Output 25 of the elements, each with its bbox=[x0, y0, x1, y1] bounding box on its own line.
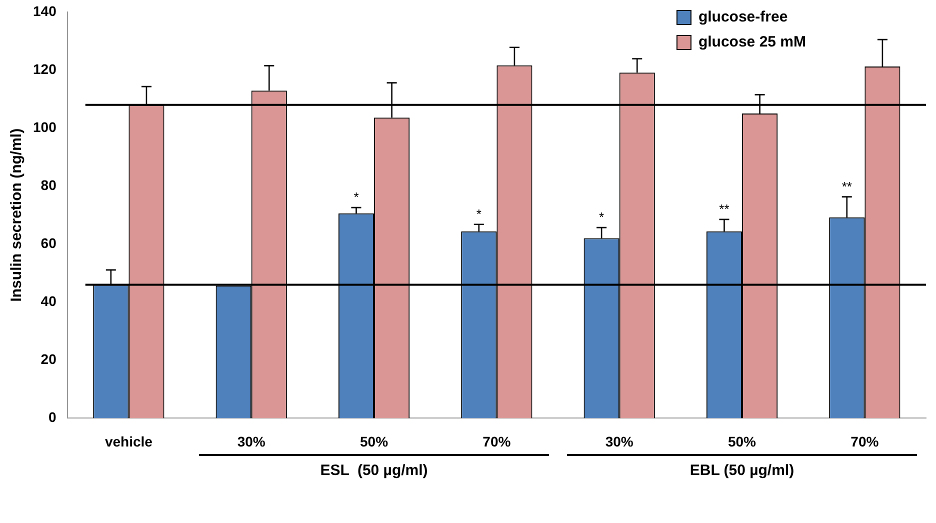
y-tick-label: 100 bbox=[33, 118, 57, 135]
x-tick-label: vehicle bbox=[104, 433, 153, 450]
y-tick-label: 120 bbox=[33, 60, 57, 77]
x-tick-label: 70% bbox=[850, 433, 880, 450]
y-tick-label: 20 bbox=[40, 351, 57, 368]
y-tick-label: 60 bbox=[40, 234, 57, 251]
x-tick-label: 50% bbox=[360, 433, 389, 450]
x-tick-label: 70% bbox=[482, 433, 512, 450]
x-tick-label: 30% bbox=[237, 433, 266, 450]
y-tick-label: 40 bbox=[40, 293, 57, 309]
y-tick-label: 0 bbox=[48, 409, 57, 426]
data-label: * bbox=[599, 210, 604, 225]
data-label: * bbox=[476, 206, 482, 222]
data-label: ** bbox=[719, 202, 730, 217]
text: EBL (50 µg/ml) bbox=[688, 462, 796, 480]
x-tick-label: 50% bbox=[728, 433, 757, 450]
y-axis-title: Insulin secretion (ng/ml) bbox=[8, 128, 26, 302]
legend-label: glucose 25 mM bbox=[698, 34, 806, 51]
y-tick-label: 140 bbox=[33, 2, 57, 19]
text: ESL (50 µg/ml) bbox=[319, 462, 429, 480]
x-tick-label: 30% bbox=[605, 433, 634, 450]
data-label: ** bbox=[842, 178, 852, 194]
y-tick-label: 80 bbox=[40, 176, 57, 193]
legend-label: glucose-free bbox=[698, 8, 788, 26]
data-label: * bbox=[354, 190, 359, 205]
